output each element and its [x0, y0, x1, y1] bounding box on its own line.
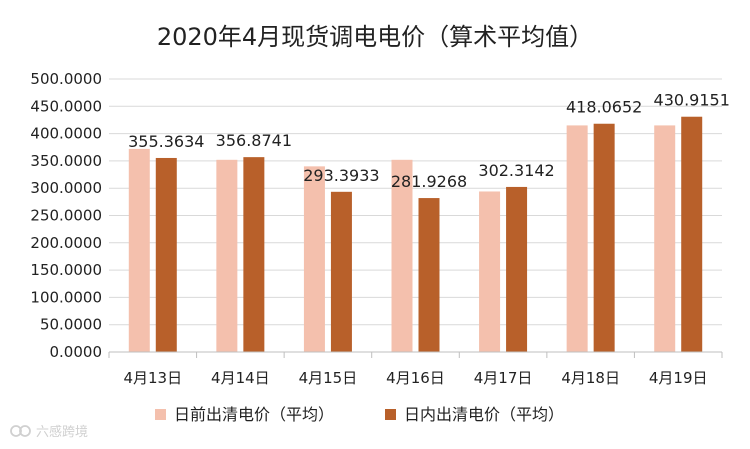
y-tick-label: 150.0000	[30, 261, 102, 279]
y-tick-label: 450.0000	[30, 97, 102, 115]
data-label: 355.3634	[128, 132, 204, 151]
bar	[479, 191, 501, 352]
data-label: 281.9268	[391, 172, 467, 191]
y-tick-label: 400.0000	[30, 125, 102, 143]
bar	[155, 157, 177, 352]
legend-label: 日前出清电价（平均）	[174, 405, 334, 424]
y-tick-label: 350.0000	[30, 152, 102, 170]
legend-label: 日内出清电价（平均）	[404, 405, 564, 424]
x-axis: 4月13日 4月14日 4月15日 4月16日 4月17日 4月18日 4月19日	[108, 351, 723, 387]
gridlines	[109, 78, 722, 326]
y-axis-tick-labels: 0.0000 50.0000 100.0000 150.0000 200.0000 250…	[30, 70, 102, 361]
data-label: 302.3142	[478, 161, 554, 180]
bar	[566, 125, 588, 352]
data-label: 418.0652	[566, 98, 642, 117]
x-tick-label: 4月13日	[123, 369, 182, 387]
watermark: 六感跨境	[10, 424, 88, 440]
bar	[593, 123, 615, 352]
watermark-text: 六感跨境	[36, 424, 88, 440]
bar	[681, 116, 703, 352]
y-tick-label: 250.0000	[30, 207, 102, 225]
data-labels: 355.3634 356.8741 293.3933 281.9268 302.3142…	[128, 91, 730, 191]
bar	[330, 191, 352, 352]
chart-title: 2020年4月现货调电电价（算术平均值）	[157, 23, 593, 51]
bar	[303, 166, 325, 352]
x-tick-label: 4月17日	[474, 369, 533, 387]
bar	[418, 198, 440, 352]
bar	[243, 157, 265, 352]
bar	[128, 148, 150, 352]
x-tick-label: 4月16日	[386, 369, 445, 387]
y-tick-label: 500.0000	[30, 70, 102, 88]
x-tick-label: 4月19日	[649, 369, 708, 387]
bar	[216, 159, 238, 352]
data-label: 356.8741	[216, 131, 292, 150]
y-tick-label: 300.0000	[30, 179, 102, 197]
legend: 日前出清电价（平均） 日内出清电价（平均）	[155, 405, 564, 424]
x-tick-label: 4月18日	[561, 369, 620, 387]
bar	[391, 159, 413, 352]
bar	[654, 125, 676, 352]
x-tick-label: 4月15日	[299, 369, 358, 387]
bar	[506, 186, 528, 352]
x-tick-label: 4月14日	[211, 369, 270, 387]
y-tick-label: 100.0000	[30, 288, 102, 306]
legend-swatch	[385, 409, 396, 420]
y-tick-label: 0.0000	[50, 343, 103, 361]
y-tick-label: 200.0000	[30, 234, 102, 252]
data-label: 430.9151	[654, 91, 730, 110]
bars	[128, 116, 703, 352]
data-label: 293.3933	[303, 166, 379, 185]
chain-link-icon	[10, 425, 31, 437]
y-tick-label: 50.0000	[40, 316, 102, 334]
legend-swatch	[155, 409, 166, 420]
